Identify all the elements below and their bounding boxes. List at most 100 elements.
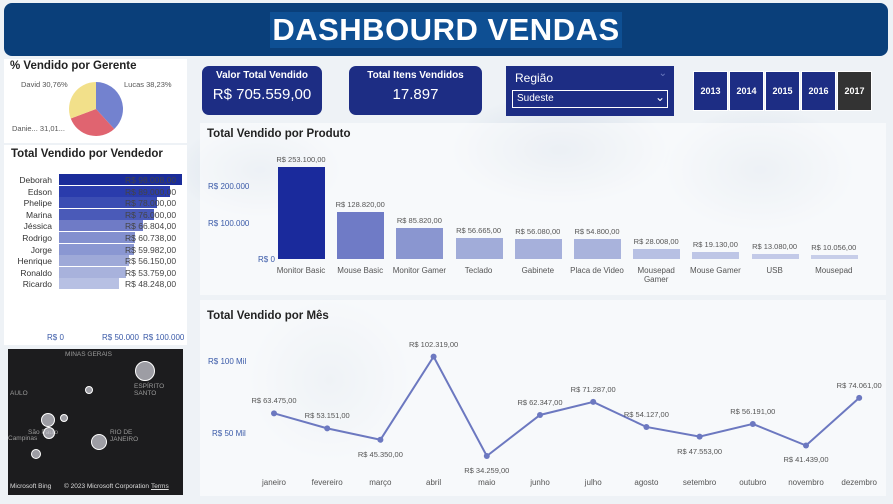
pie-slice-david[interactable]: [69, 82, 96, 119]
chevron-down-icon: ⌄: [654, 90, 665, 104]
month-point[interactable]: [643, 423, 650, 430]
vendedor-bar[interactable]: [59, 232, 135, 243]
vendedor-row[interactable]: Deborah R$ 98.008,00: [12, 174, 192, 186]
year-button-2014[interactable]: 2014: [729, 71, 764, 111]
map-bubble[interactable]: [135, 361, 155, 381]
vendedor-value-label: R$ 56.150,00: [125, 256, 177, 267]
month-category-label: novembro: [788, 478, 824, 487]
month-point[interactable]: [696, 433, 703, 440]
product-bar[interactable]: [396, 227, 444, 259]
year-button-2017[interactable]: 2017: [837, 71, 872, 111]
region-dropdown[interactable]: Sudeste ⌄: [512, 90, 668, 108]
vendedor-value-label: R$ 76.000,00: [125, 209, 177, 220]
map-bubble[interactable]: [85, 386, 93, 394]
vendedor-bar[interactable]: [59, 243, 134, 255]
vendedor-bar[interactable]: [59, 185, 171, 197]
product-bar[interactable]: [278, 167, 325, 259]
month-category-label: dezembro: [841, 478, 877, 487]
region-label: Região: [515, 71, 554, 85]
product-bar[interactable]: [692, 252, 740, 259]
chevron-down-icon[interactable]: ⌄: [658, 68, 667, 79]
month-axis-100mil: R$ 100 Mil: [208, 357, 247, 366]
kpi-valor-title: Valor Total Vendido: [215, 70, 309, 81]
map-label-aulo: AULO: [10, 390, 28, 397]
vendedor-row[interactable]: Phelipe R$ 78.000,00: [12, 197, 192, 209]
vendedor-name: Henrique: [17, 256, 53, 267]
sales-map[interactable]: MINAS GERAIS ESPÍRITO SANTO AULO Campina…: [8, 349, 183, 495]
kpi-itens-value: 17.897: [392, 86, 439, 103]
pie-label-lucas: Lucas 38,23%: [124, 80, 172, 89]
product-bar[interactable]: [574, 239, 621, 259]
map-bubble[interactable]: [91, 434, 107, 450]
vendedor-row[interactable]: Ricardo R$ 48.248,00: [12, 278, 192, 290]
vendedor-value-label: R$ 89.000,00: [125, 186, 177, 197]
month-point[interactable]: [590, 398, 597, 405]
month-value-label: R$ 62.347,00: [517, 397, 563, 407]
product-panel: Total Vendido por Produto R$ 200.000 R$ …: [200, 123, 886, 295]
month-point[interactable]: [430, 353, 437, 360]
product-bar[interactable]: [455, 238, 503, 259]
pie-label-daniel: Danie... 31,01...: [12, 124, 65, 133]
year-button-2015[interactable]: 2015: [765, 71, 800, 111]
vendedor-name: Jéssica: [23, 221, 52, 232]
kpi-valor-value: R$ 705.559,00: [212, 86, 312, 103]
month-title: Total Vendido por Mês: [207, 310, 329, 322]
vendedor-bar[interactable]: [59, 174, 182, 185]
month-point[interactable]: [483, 452, 490, 459]
vendedor-row[interactable]: Rodrigo R$ 60.738,00: [12, 232, 192, 244]
vendedor-row[interactable]: Henrique R$ 56.150,00: [12, 255, 192, 267]
year-button-2013[interactable]: 2013: [693, 71, 728, 111]
year-button-2016[interactable]: 2016: [801, 71, 836, 111]
month-point[interactable]: [537, 411, 543, 418]
map-label-espirito: ESPÍRITO SANTO: [134, 383, 165, 397]
month-point[interactable]: [324, 425, 331, 432]
vendedor-value-label: R$ 78.000,00: [125, 198, 177, 209]
month-line-chart[interactable]: [200, 300, 886, 496]
product-bar[interactable]: [633, 248, 681, 259]
vendedor-row[interactable]: Edson R$ 89.000,00: [12, 185, 192, 198]
vendedor-row[interactable]: Ronaldo R$ 53.759,00: [12, 266, 192, 279]
product-bar[interactable]: [751, 254, 799, 259]
vendedor-bar[interactable]: [59, 197, 157, 209]
product-title: Total Vendido por Produto: [207, 128, 351, 140]
bing-logo: Microsoft Bing: [10, 483, 52, 490]
vendedor-bar[interactable]: [59, 266, 127, 278]
vendedor-row[interactable]: Marina R$ 76.000,00: [12, 208, 192, 221]
map-copyright: © 2023 Microsoft Corporation: [64, 483, 149, 490]
map-terms-link[interactable]: Terms: [151, 483, 169, 490]
vendedor-panel: Total Vendido por Vendedor Deborah R$ 98.…: [4, 145, 187, 345]
vendedor-name: Phelipe: [23, 198, 52, 209]
map-bubble[interactable]: [43, 427, 55, 439]
kpi-valor-total: Valor Total Vendido R$ 705.559,00: [202, 66, 322, 115]
pie-chart[interactable]: [4, 59, 187, 143]
vendedor-bar[interactable]: [59, 208, 154, 220]
month-point[interactable]: [856, 394, 863, 401]
month-category-label: janeiro: [261, 478, 286, 487]
month-point[interactable]: [377, 436, 384, 443]
pie-slice-daniel[interactable]: [70, 109, 115, 136]
map-bubble[interactable]: [60, 414, 68, 422]
month-point[interactable]: [749, 420, 756, 427]
vendedor-value-label: R$ 60.738,00: [125, 233, 177, 243]
product-bar[interactable]: [514, 238, 562, 259]
vendedor-row[interactable]: Jorge R$ 59.982,00: [12, 243, 192, 256]
product-bar[interactable]: [810, 255, 858, 259]
vendedor-name: Marina: [26, 209, 52, 220]
map-bubble[interactable]: [31, 449, 41, 459]
month-category-label: outubro: [739, 478, 767, 487]
vendedor-value-label: R$ 66.804,00: [125, 221, 177, 232]
month-value-label: R$ 34.259,00: [464, 465, 510, 475]
month-value-label: R$ 54.127,00: [623, 409, 669, 419]
product-bar[interactable]: [337, 212, 385, 259]
product-value-label: R$ 56.080,00: [515, 226, 561, 236]
map-bubble[interactable]: [41, 413, 55, 427]
vendedor-title: Total Vendido por Vendedor: [11, 148, 163, 160]
vendedor-bar[interactable]: [59, 220, 143, 232]
vendedor-row[interactable]: Jéssica R$ 66.804,00: [12, 220, 192, 232]
pie-slice-lucas[interactable]: [96, 82, 123, 129]
vendedor-bar[interactable]: [59, 278, 120, 290]
month-point[interactable]: [271, 410, 277, 417]
vendedor-bar[interactable]: [59, 255, 130, 267]
month-point[interactable]: [803, 442, 809, 449]
vendedor-value-label: R$ 48.248,00: [125, 279, 177, 290]
